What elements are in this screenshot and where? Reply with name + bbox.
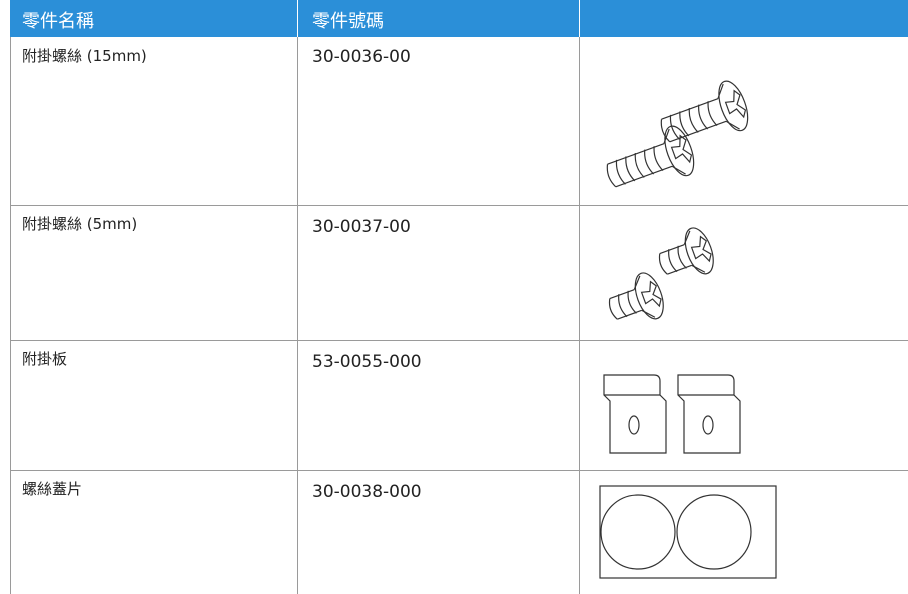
part-name: 附掛螺絲 (15mm) xyxy=(22,47,147,65)
header-cell: 零件號碼 xyxy=(312,11,384,32)
border xyxy=(579,37,580,594)
part-name: 螺絲蓋片 xyxy=(22,480,83,498)
screw-5mm-illustration xyxy=(601,223,720,334)
header-divider xyxy=(579,0,580,37)
header-cell: 零件名稱 xyxy=(22,11,94,32)
plate-illustration xyxy=(603,374,741,454)
border xyxy=(10,340,908,341)
border xyxy=(297,37,298,594)
part-number: 30-0037-00 xyxy=(312,217,411,237)
part-number: 53-0055-000 xyxy=(312,352,422,372)
border xyxy=(10,470,908,471)
screw-15mm-illustration xyxy=(599,76,755,202)
header-divider xyxy=(297,0,298,37)
cover-illustration xyxy=(599,485,777,579)
part-number: 30-0036-00 xyxy=(312,47,411,67)
border xyxy=(10,37,11,594)
border xyxy=(10,205,908,206)
part-number: 30-0038-000 xyxy=(312,482,422,502)
part-name: 附掛螺絲 (5mm) xyxy=(22,215,138,233)
table-header: 零件名稱 零件號碼 xyxy=(10,0,908,37)
part-name: 附掛板 xyxy=(22,350,68,368)
